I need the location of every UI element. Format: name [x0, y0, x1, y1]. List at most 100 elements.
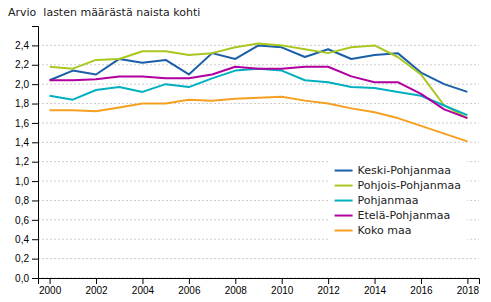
grid-line — [38, 142, 479, 143]
y-tick: 0,0 — [15, 273, 38, 284]
y-tick: 2,2 — [15, 59, 38, 70]
grid-line — [38, 84, 479, 85]
legend-label: Koko maa — [358, 224, 412, 237]
x-tick-mark — [328, 278, 329, 284]
x-tick-mark — [96, 278, 97, 284]
y-axis-line — [32, 27, 39, 279]
y-tick-label: 0,6 — [15, 215, 29, 226]
x-tick-label: 2008 — [225, 285, 248, 296]
x-tick-label: 2002 — [85, 285, 108, 296]
legend: Keski-Pohjanmaa Pohjois-Pohjanmaa Pohjanma… — [329, 157, 467, 244]
y-tick-label: 0,0 — [15, 273, 29, 284]
grid-line — [38, 103, 479, 104]
y-tick-label: 0,4 — [15, 234, 29, 245]
legend-item: Koko maa — [335, 224, 412, 237]
x-tick-label: 2006 — [178, 285, 201, 296]
y-tick: 1,6 — [15, 118, 38, 129]
x-tick: 2016 — [410, 278, 433, 296]
y-tick-label: 2,2 — [15, 59, 29, 70]
legend-swatch — [335, 185, 353, 187]
grid-line — [38, 258, 479, 259]
y-axis: 0,0 0,2 0,4 0,6 0,8 1,0 1,2 1,4 1,6 1,8 2,0 2,2 2,4 — [15, 27, 38, 284]
y-tick-mark — [32, 200, 38, 201]
x-tick: 2012 — [318, 278, 341, 296]
x-tick-mark — [375, 278, 376, 284]
legend-swatch — [335, 170, 353, 172]
y-tick-mark — [32, 84, 38, 85]
x-tick-label: 2014 — [364, 285, 387, 296]
legend-label: Pohjois-Pohjanmaa — [358, 179, 461, 192]
y-tick-mark — [32, 220, 38, 221]
lines — [50, 43, 468, 141]
x-tick-mark — [282, 278, 283, 284]
y-tick-mark — [32, 162, 38, 163]
x-tick-mark — [467, 278, 468, 284]
y-tick-mark — [32, 181, 38, 182]
y-tick-mark — [32, 142, 38, 143]
y-tick-mark — [32, 278, 38, 279]
x-tick: 2006 — [178, 278, 201, 296]
x-tick: 2010 — [271, 278, 294, 296]
y-tick: 0,6 — [15, 215, 38, 226]
legend-swatch — [335, 230, 353, 232]
x-axis: 2000 2002 2004 2006 2008 2010 2012 2014 2016 2018 — [39, 278, 480, 296]
y-axis-label: Arvio lasten määrästä naista kohti — [8, 6, 200, 19]
x-tick: 2014 — [364, 278, 387, 296]
y-tick: 0,2 — [15, 253, 38, 264]
legend-swatch — [335, 200, 353, 202]
x-tick: 2002 — [85, 278, 108, 296]
y-tick-mark — [32, 259, 38, 260]
y-tick: 2,0 — [15, 79, 38, 90]
y-tick-mark — [32, 65, 38, 66]
y-tick-label: 1,4 — [15, 137, 29, 148]
y-tick-label: 0,2 — [15, 253, 29, 264]
x-tick-label: 2012 — [318, 285, 341, 296]
legend-item: Pohjois-Pohjanmaa — [335, 179, 461, 192]
y-tick-label: 1,6 — [15, 118, 29, 129]
y-tick-label: 0,8 — [15, 195, 29, 206]
x-tick-label: 2004 — [132, 285, 155, 296]
x-tick: 2000 — [39, 278, 62, 296]
x-tick-mark — [421, 278, 422, 284]
x-tick-label: 2016 — [410, 285, 433, 296]
legend-label: Keski-Pohjanmaa — [358, 164, 451, 177]
x-tick: 2008 — [225, 278, 248, 296]
legend-item: Etelä-Pohjanmaa — [335, 209, 451, 222]
legend-swatch — [335, 215, 353, 217]
grid — [38, 45, 479, 278]
y-tick: 0,8 — [15, 195, 38, 206]
y-tick: 1,2 — [15, 156, 38, 167]
legend-item: Pohjanmaa — [335, 194, 419, 207]
legend-background — [329, 157, 467, 244]
x-tick-mark — [189, 278, 190, 284]
y-tick-mark — [32, 239, 38, 240]
x-tick-mark — [50, 278, 51, 284]
y-tick: 1,0 — [15, 176, 38, 187]
x-tick-mark — [142, 278, 143, 284]
series-line — [50, 43, 468, 118]
x-tick-label: 2010 — [271, 285, 294, 296]
series-line — [50, 67, 468, 118]
x-tick: 2004 — [132, 278, 155, 296]
legend-item: Keski-Pohjanmaa — [335, 164, 451, 177]
y-tick-mark — [32, 104, 38, 105]
y-tick-mark — [32, 45, 38, 46]
x-axis-line — [39, 279, 480, 285]
y-tick: 2,4 — [15, 40, 38, 51]
x-tick-mark — [235, 278, 236, 284]
legend-label: Pohjanmaa — [358, 194, 419, 207]
y-tick-label: 2,0 — [15, 79, 29, 90]
x-tick: 2018 — [457, 278, 480, 296]
y-tick-label: 1,2 — [15, 156, 29, 167]
y-tick: 0,4 — [15, 234, 38, 245]
plot-area: 2000 2002 2004 2006 2008 2010 2012 2014 2016 2018… — [15, 27, 479, 297]
y-tick: 1,8 — [15, 98, 38, 109]
y-tick-label: 1,8 — [15, 98, 29, 109]
y-tick-mark — [32, 123, 38, 124]
series-line — [50, 97, 468, 142]
y-tick: 1,4 — [15, 137, 38, 148]
y-tick-label: 1,0 — [15, 176, 29, 187]
y-tick-label: 2,4 — [15, 40, 29, 51]
legend-label: Etelä-Pohjanmaa — [358, 209, 451, 222]
x-tick-label: 2000 — [39, 285, 62, 296]
